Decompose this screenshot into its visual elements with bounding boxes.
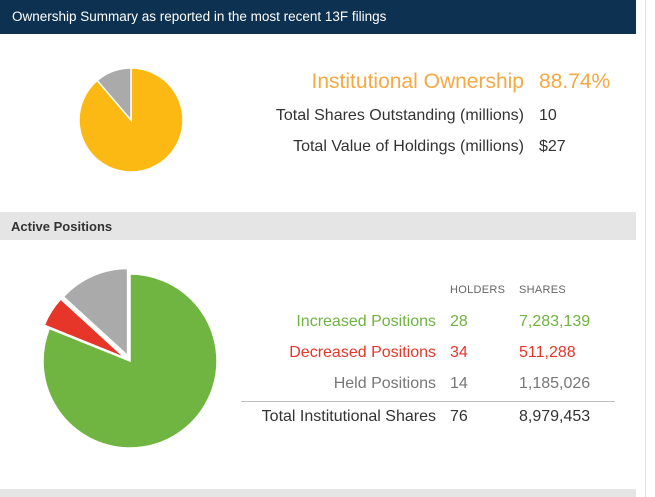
pie-slice-increased bbox=[42, 273, 218, 449]
total-institutional-shares-label: Total Institutional Shares bbox=[261, 408, 436, 425]
active-positions-title: Active Positions bbox=[11, 219, 113, 234]
total-institutional-shares-value: 8,979,453 bbox=[519, 408, 591, 425]
next-section-header bbox=[0, 489, 636, 497]
total-shares-outstanding-label: Total Shares Outstanding (millions) bbox=[275, 107, 524, 124]
held-positions-holders: 14 bbox=[450, 375, 468, 392]
pie-slice-decreased bbox=[43, 297, 126, 359]
held-positions-shares: 1,185,026 bbox=[519, 375, 591, 392]
decreased-positions-holders: 34 bbox=[450, 344, 468, 361]
shares-column-header: SHARES bbox=[519, 284, 567, 296]
panel-border bbox=[645, 0, 646, 497]
pie-slice-held bbox=[62, 267, 129, 358]
total-divider bbox=[241, 401, 615, 402]
header-title: Ownership Summary as reported in the mos… bbox=[12, 9, 387, 24]
total-value-holdings-value: $27 bbox=[539, 138, 566, 155]
pie-slice-other bbox=[96, 67, 132, 123]
holders-column-header: HOLDERS bbox=[450, 284, 506, 296]
held-positions-label: Held Positions bbox=[333, 375, 436, 392]
decreased-positions-shares: 511,288 bbox=[519, 344, 576, 361]
total-institutional-holders: 76 bbox=[450, 408, 468, 425]
increased-positions-shares: 7,283,139 bbox=[519, 313, 591, 330]
decreased-positions-label: Decreased Positions bbox=[289, 344, 436, 361]
total-value-holdings-label: Total Value of Holdings (millions) bbox=[293, 138, 524, 155]
ownership-summary-header: Ownership Summary as reported in the mos… bbox=[0, 0, 636, 34]
institutional-ownership-label: Institutional Ownership bbox=[311, 70, 524, 93]
increased-positions-holders: 28 bbox=[450, 313, 468, 330]
active-positions-header: Active Positions bbox=[0, 212, 636, 240]
institutional-ownership-value: 88.74% bbox=[539, 70, 611, 93]
increased-positions-label: Increased Positions bbox=[296, 313, 436, 330]
total-shares-outstanding-value: 10 bbox=[539, 107, 557, 124]
